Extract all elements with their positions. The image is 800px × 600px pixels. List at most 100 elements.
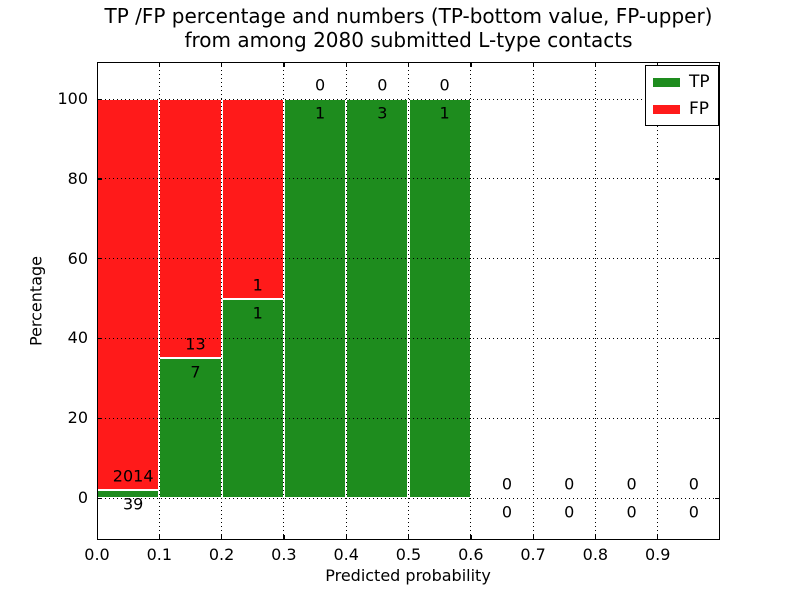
y-tick-label: 40 xyxy=(67,328,88,348)
x-tick-mark-top xyxy=(408,62,410,67)
y-tick-mark-right xyxy=(715,417,720,419)
legend-row: TP xyxy=(653,72,710,92)
y-tick-mark-left xyxy=(97,258,102,260)
legend-row: FP xyxy=(653,99,710,119)
x-tick-mark-bottom xyxy=(283,535,285,540)
x-tick-mark-top xyxy=(283,62,285,67)
y-tick-mark-left xyxy=(97,98,102,100)
gridline-vertical xyxy=(532,62,534,540)
y-tick-mark-right xyxy=(715,178,720,180)
x-tick-label: 0.7 xyxy=(520,545,546,564)
y-tick-label: 20 xyxy=(67,408,88,428)
x-tick-mark-top xyxy=(345,62,347,67)
x-tick-mark-bottom xyxy=(221,535,223,540)
x-tick-mark-bottom xyxy=(532,535,534,540)
x-axis-label: Predicted probability xyxy=(325,566,491,585)
fp-count-label: 0 xyxy=(314,75,326,95)
tp-count-label: 1 xyxy=(252,303,263,322)
chart-title-line1: TP /FP percentage and numbers (TP-bottom… xyxy=(104,4,713,28)
bar-segment-tp xyxy=(159,358,222,498)
fp-count-label: 1 xyxy=(252,275,263,294)
y-tick-mark-right xyxy=(715,497,720,499)
gridline-horizontal xyxy=(97,178,720,180)
y-tick-mark-left xyxy=(97,337,102,340)
gridline-horizontal xyxy=(97,258,720,260)
x-tick-label: 0.6 xyxy=(458,545,484,564)
x-tick-label: 0.3 xyxy=(271,545,297,564)
gridline-horizontal xyxy=(97,98,720,100)
fp-count-label: 0 xyxy=(501,474,513,494)
x-tick-mark-top xyxy=(158,62,161,67)
x-tick-mark-bottom xyxy=(408,535,410,540)
bar-segment-tp xyxy=(346,99,409,498)
tp-count-label: 1 xyxy=(314,103,326,123)
fp-count-label: 0 xyxy=(439,75,450,95)
legend-swatch-fp xyxy=(653,104,680,114)
tp-count-label: 0 xyxy=(564,502,575,522)
chart-title: TP /FP percentage and numbers (TP-bottom… xyxy=(97,4,720,52)
bar-segment-tp xyxy=(408,99,471,498)
legend-swatch-tp xyxy=(653,77,680,87)
gridline-vertical xyxy=(470,62,472,540)
x-tick-mark-bottom xyxy=(657,535,659,540)
x-tick-mark-bottom xyxy=(594,535,597,540)
bar-segment-tp xyxy=(283,99,347,498)
y-tick-label: 60 xyxy=(67,248,88,268)
x-tick-label: 0.8 xyxy=(582,545,609,564)
fp-count-label: 2014 xyxy=(112,466,154,486)
gridline-horizontal xyxy=(97,417,720,419)
tp-count-label: 0 xyxy=(501,502,513,522)
x-tick-mark-bottom xyxy=(470,535,472,540)
gridline-vertical xyxy=(657,62,659,540)
tp-count-label: 39 xyxy=(122,494,144,514)
x-tick-label: 0.4 xyxy=(333,545,359,564)
fp-count-label: 0 xyxy=(626,474,637,494)
x-tick-label: 0.1 xyxy=(146,545,173,564)
chart-title-line2: from among 2080 submitted L-type contact… xyxy=(184,28,633,52)
bar-segment-fp xyxy=(159,99,222,359)
y-tick-mark-left xyxy=(97,178,102,180)
y-tick-mark-right xyxy=(715,258,720,260)
x-tick-mark-top xyxy=(657,62,659,67)
x-tick-mark-top xyxy=(470,62,472,67)
fp-count-label: 0 xyxy=(564,474,575,494)
gridline-vertical xyxy=(158,62,160,540)
x-tick-mark-top xyxy=(221,62,223,67)
tp-count-label: 3 xyxy=(377,103,388,123)
x-tick-mark-bottom xyxy=(96,535,98,540)
tp-count-label: 0 xyxy=(626,502,637,522)
gridline-horizontal xyxy=(97,497,720,499)
y-tick-mark-left xyxy=(97,417,102,419)
gridline-horizontal xyxy=(97,337,720,339)
x-tick-mark-top xyxy=(594,62,597,67)
x-tick-label: 0.9 xyxy=(644,545,671,564)
y-tick-label: 0 xyxy=(77,488,88,507)
x-tick-mark-top xyxy=(532,62,534,67)
tp-count-label: 7 xyxy=(190,362,201,382)
x-tick-label: 0.5 xyxy=(395,545,422,564)
tp-count-label: 1 xyxy=(439,103,450,123)
gridline-vertical xyxy=(345,62,347,540)
fp-count-label: 0 xyxy=(688,474,699,494)
x-tick-label: 0.2 xyxy=(208,545,235,564)
y-tick-label: 80 xyxy=(67,168,88,188)
fp-count-label: 0 xyxy=(377,75,388,95)
gridline-vertical xyxy=(408,62,409,540)
fp-count-label: 13 xyxy=(185,334,206,354)
gridline-vertical xyxy=(594,62,596,540)
y-tick-mark-left xyxy=(97,497,102,499)
x-tick-mark-bottom xyxy=(345,535,347,540)
bar-segment-fp xyxy=(97,99,160,491)
x-tick-mark-bottom xyxy=(158,535,161,540)
bar-segment-fp xyxy=(221,99,284,299)
x-tick-label: 0.0 xyxy=(84,545,110,564)
bar-segment-tp xyxy=(221,298,284,498)
plot-area: 2014 39 13 7 1 1 0 1 0 3 0 1 0 0 0 0 0 0 0 0 xyxy=(96,62,720,540)
y-tick-label: 100 xyxy=(57,89,88,108)
legend-label-fp: FP xyxy=(689,99,710,119)
gridline-vertical xyxy=(283,62,285,540)
x-tick-mark-top xyxy=(96,62,98,67)
legend-label-tp: TP xyxy=(689,72,710,92)
tp-count-label: 0 xyxy=(688,502,699,522)
